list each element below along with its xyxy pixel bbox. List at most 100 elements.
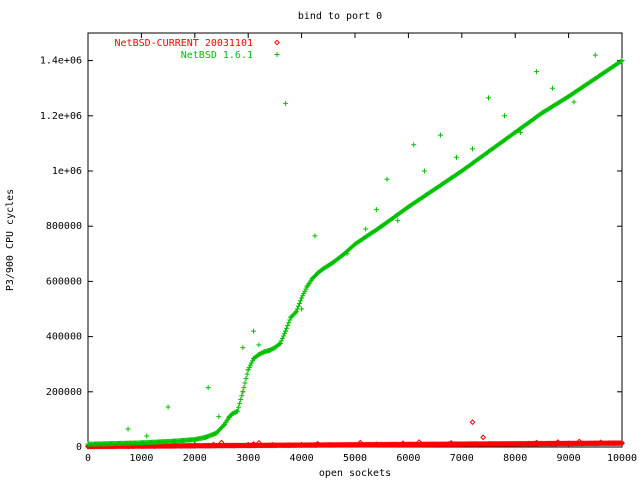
data-point [294,306,300,312]
data-point [284,325,290,331]
data-point [432,186,438,192]
data-point [309,276,315,282]
data-point [267,347,273,353]
data-point [221,422,227,428]
data-point [236,404,242,410]
data-point [181,437,187,443]
data-point [304,284,310,290]
data-point [448,439,455,446]
data-point [240,389,246,395]
data-point [255,439,262,446]
data-point [555,439,561,445]
data-point [300,293,306,299]
data-point [392,441,398,448]
data-point [518,129,524,135]
data-point [405,204,411,210]
y-axis: 0 200000 400000 600000 800000 1e+06 1.2e+06 1.4… [40,56,622,453]
data-point [405,441,412,448]
data-point [128,440,134,446]
y-tick-label: 600000 [46,276,82,287]
x-tick-label: 2000 [183,453,207,464]
data-point [458,441,465,448]
data-point [619,440,625,447]
y-tick-label: 200000 [46,387,82,398]
data-point [276,341,282,347]
data-point [432,441,439,448]
data-point [258,442,265,449]
data-point [261,349,267,355]
data-point [178,442,185,449]
legend-label: NetBSD 1.6.1 [181,50,253,61]
data-point [243,376,249,382]
data-point [325,442,332,448]
data-point [251,328,257,334]
legend-marker [274,39,280,46]
data-point [616,440,623,447]
data-point [605,440,612,447]
data-point [550,85,556,91]
data-point [117,440,123,446]
data-point [416,439,422,445]
data-point [312,233,318,239]
y-tick-label: 0 [76,442,82,453]
data-point [618,58,624,64]
data-point [213,430,219,436]
data-point [96,441,102,447]
data-point [486,95,491,101]
data-point [192,437,198,443]
x-tick-label: 6000 [396,453,420,464]
series-layer [85,52,625,450]
x-tick-label: 10000 [607,453,637,464]
data-point [283,100,289,106]
data-point [299,306,305,312]
data-point [160,439,166,445]
data-point [618,440,624,447]
data-point [165,443,172,449]
series-0 [85,419,625,450]
x-tick-label: 4000 [290,453,314,464]
plot-frame [87,32,623,448]
data-point [283,328,289,334]
data-point [469,419,476,426]
data-point [256,342,262,348]
x-axis-label: open sockets [319,468,391,479]
y-tick-label: 1e+06 [52,166,82,177]
data-point [502,113,508,119]
data-point [400,440,406,447]
data-point [357,439,364,446]
data-point [379,223,385,229]
data-point [512,129,518,135]
data-point [205,442,212,449]
data-point [218,439,225,446]
data-point [293,309,299,315]
data-point [571,99,577,105]
data-point [106,441,112,447]
series-1 [85,52,625,447]
data-point [421,168,427,174]
data-point [566,93,572,99]
data-point [534,69,540,75]
data-point [298,298,304,304]
y-tick-label: 800000 [46,221,82,232]
data-point [453,154,459,160]
y-tick-label: 400000 [46,332,82,343]
data-point [288,314,294,320]
x-tick-label: 7000 [450,453,474,464]
x-axis: 0 1000 2000 3000 4000 5000 6000 7000 8000 9000 100… [85,33,637,464]
x-tick-label: 3000 [236,453,260,464]
data-point [411,142,417,148]
data-point [525,440,532,447]
data-point [469,146,475,152]
data-point [125,426,131,432]
data-point [245,442,252,449]
data-point [301,291,307,297]
data-point [272,345,278,351]
data-point [352,241,358,247]
data-point [538,440,545,447]
data-point [286,320,292,326]
data-point [365,441,372,448]
data-point [138,440,144,446]
data-point [251,356,257,362]
y-tick-label: 1.2e+06 [40,111,82,122]
data-point [239,393,245,399]
